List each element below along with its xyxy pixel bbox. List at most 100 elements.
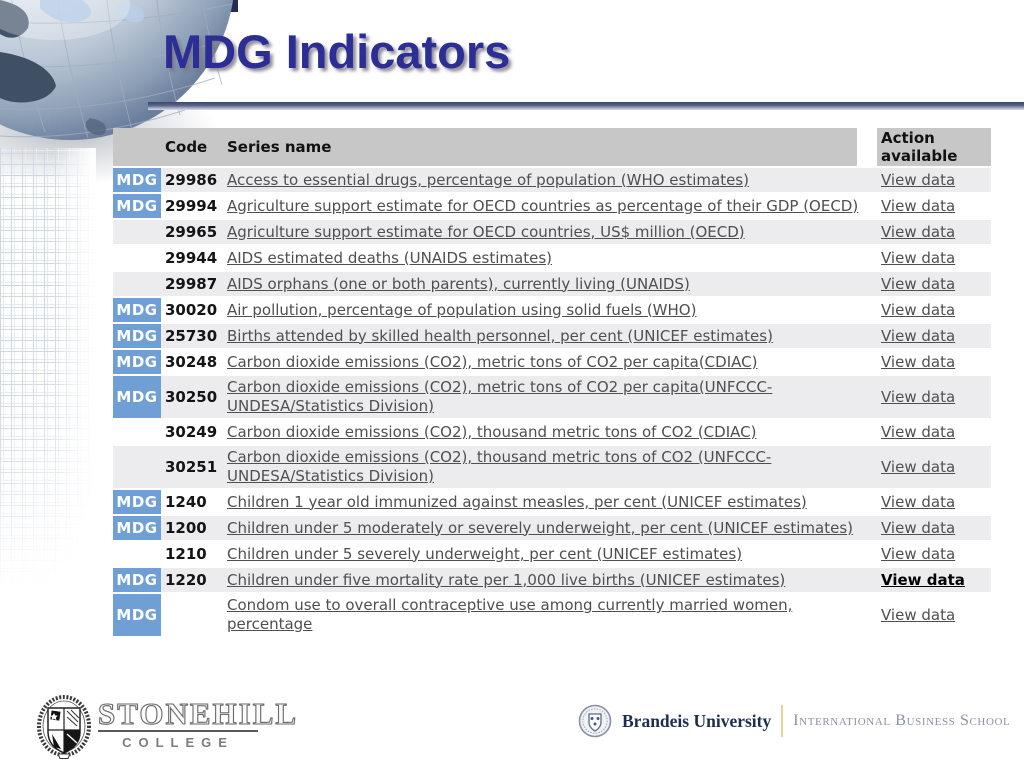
series-link[interactable]: Children under 5 severely underweight, p… — [227, 544, 743, 563]
international-business-school-label: International Business School — [793, 712, 1011, 729]
code-cell: 29965 — [165, 223, 218, 241]
table-row: MDG 30250 Carbon dioxide emissions (CO2)… — [113, 376, 991, 418]
header-action-available: Action available — [881, 129, 958, 165]
series-cell: Births attended by skilled health person… — [223, 325, 875, 348]
view-data-link[interactable]: View data — [881, 249, 956, 267]
code-cell: 29994 — [165, 197, 218, 215]
series-link[interactable]: Air pollution, percentage of population … — [227, 300, 697, 319]
view-data-link[interactable]: View data — [881, 223, 956, 241]
mdg-badge: MDG — [113, 490, 161, 514]
series-cell: Carbon dioxide emissions (CO2), metric t… — [223, 351, 875, 374]
code-cell: 25730 — [165, 327, 218, 345]
view-data-link[interactable]: View data — [881, 301, 956, 319]
view-data-link[interactable]: View data — [881, 519, 956, 537]
code-cell: 1210 — [165, 545, 207, 563]
code-cell: 30251 — [165, 458, 218, 476]
series-cell: Children under five mortality rate per 1… — [223, 569, 875, 592]
view-data-link[interactable]: View data — [881, 571, 965, 589]
action-cell: View data — [875, 519, 991, 537]
code-cell: 30248 — [165, 353, 218, 371]
series-link[interactable]: Carbon dioxide emissions (CO2), thousand… — [227, 448, 772, 485]
series-link[interactable]: Children 1 year old immunized against me… — [227, 492, 807, 511]
brandeis-university-label: Brandeis University — [622, 710, 772, 731]
series-cell: Condom use to overall contraceptive use … — [223, 594, 875, 636]
table-header-row: Code Series name Action available — [113, 128, 991, 166]
action-cell: View data — [875, 388, 991, 406]
code-cell: 29944 — [165, 249, 218, 267]
series-link[interactable]: Carbon dioxide emissions (CO2), metric t… — [227, 378, 773, 415]
mdg-indicators-table: Code Series name Action available MDG 29… — [113, 128, 991, 661]
brandeis-divider — [781, 705, 784, 737]
mdg-badge — [113, 246, 161, 270]
stonehill-crest-icon — [37, 695, 91, 759]
action-cell: View data — [875, 249, 991, 267]
view-data-link[interactable]: View data — [881, 388, 956, 406]
series-cell: Air pollution, percentage of population … — [223, 299, 875, 322]
series-cell: AIDS estimated deaths (UNAIDS estimates) — [223, 247, 875, 270]
series-link[interactable]: Births attended by skilled health person… — [227, 326, 773, 345]
view-data-link[interactable]: View data — [881, 423, 956, 441]
header-series-name: Series name — [227, 138, 332, 156]
table-body: MDG 29986 Access to essential drugs, per… — [113, 168, 991, 636]
action-cell: View data — [875, 423, 991, 441]
action-cell: View data — [875, 571, 991, 589]
code-cell: 30249 — [165, 423, 218, 441]
mdg-badge — [113, 420, 161, 444]
code-cell: 30020 — [165, 301, 218, 319]
series-link[interactable]: Access to essential drugs, percentage of… — [227, 170, 749, 189]
globe-image — [0, 0, 240, 175]
header-code: Code — [165, 138, 208, 156]
view-data-link[interactable]: View data — [881, 493, 956, 511]
table-row: MDG 29986 Access to essential drugs, per… — [113, 168, 991, 192]
series-link[interactable]: Carbon dioxide emissions (CO2), metric t… — [227, 352, 758, 371]
brandeis-seal-icon — [578, 704, 612, 738]
view-data-link[interactable]: View data — [881, 197, 956, 215]
action-cell: View data — [875, 353, 991, 371]
table-row: 30251 Carbon dioxide emissions (CO2), th… — [113, 446, 991, 488]
series-link[interactable]: Carbon dioxide emissions (CO2), thousand… — [227, 422, 757, 441]
table-row: MDG 30248 Carbon dioxide emissions (CO2)… — [113, 350, 991, 374]
stonehill-rule — [98, 730, 258, 732]
view-data-link[interactable]: View data — [881, 171, 956, 189]
table-row: MDG 1220 Children under five mortality r… — [113, 568, 991, 592]
view-data-link[interactable]: View data — [881, 327, 956, 345]
table-row: 1210 Children under 5 severely underweig… — [113, 542, 991, 566]
series-cell: Children 1 year old immunized against me… — [223, 491, 875, 514]
series-link[interactable]: AIDS orphans (one or both parents), curr… — [227, 274, 690, 293]
series-cell: Agriculture support estimate for OECD co… — [223, 195, 875, 218]
table-row: 29965 Agriculture support estimate for O… — [113, 220, 991, 244]
series-link[interactable]: AIDS estimated deaths (UNAIDS estimates) — [227, 248, 552, 267]
title-underline-rule — [148, 102, 1024, 110]
stonehill-wordmark: STONEHILL COLLEGE — [97, 697, 296, 762]
action-cell: View data — [875, 223, 991, 241]
series-link[interactable]: Children under 5 moderately or severely … — [227, 518, 854, 537]
action-cell: View data — [875, 606, 991, 624]
table-row: 29987 AIDS orphans (one or both parents)… — [113, 272, 991, 296]
series-cell: Agriculture support estimate for OECD co… — [223, 221, 875, 244]
series-cell: AIDS orphans (one or both parents), curr… — [223, 273, 875, 296]
view-data-link[interactable]: View data — [881, 275, 956, 293]
series-link[interactable]: Agriculture support estimate for OECD co… — [227, 196, 859, 215]
stonehill-college-logo: STONEHILL COLLEGE — [36, 694, 297, 762]
action-cell: View data — [875, 197, 991, 215]
series-link[interactable]: Condom use to overall contraceptive use … — [227, 596, 793, 633]
series-cell: Carbon dioxide emissions (CO2), thousand… — [223, 446, 875, 488]
action-cell: View data — [875, 275, 991, 293]
view-data-link[interactable]: View data — [881, 606, 956, 624]
action-cell: View data — [875, 171, 991, 189]
series-link[interactable]: Children under five mortality rate per 1… — [227, 570, 786, 589]
header-gap — [857, 128, 877, 166]
code-cell: 30250 — [165, 388, 218, 406]
code-cell: 1240 — [165, 493, 207, 511]
page-title: MDG Indicators — [163, 25, 511, 78]
mdg-badge — [113, 446, 161, 488]
view-data-link[interactable]: View data — [881, 545, 956, 563]
action-cell: View data — [875, 493, 991, 511]
view-data-link[interactable]: View data — [881, 353, 956, 371]
view-data-link[interactable]: View data — [881, 458, 956, 476]
series-link[interactable]: Agriculture support estimate for OECD co… — [227, 222, 745, 241]
table-row: MDG 29994 Agriculture support estimate f… — [113, 194, 991, 218]
mdg-badge: MDG — [113, 376, 161, 418]
action-cell: View data — [875, 301, 991, 319]
table-row: 29944 AIDS estimated deaths (UNAIDS esti… — [113, 246, 991, 270]
